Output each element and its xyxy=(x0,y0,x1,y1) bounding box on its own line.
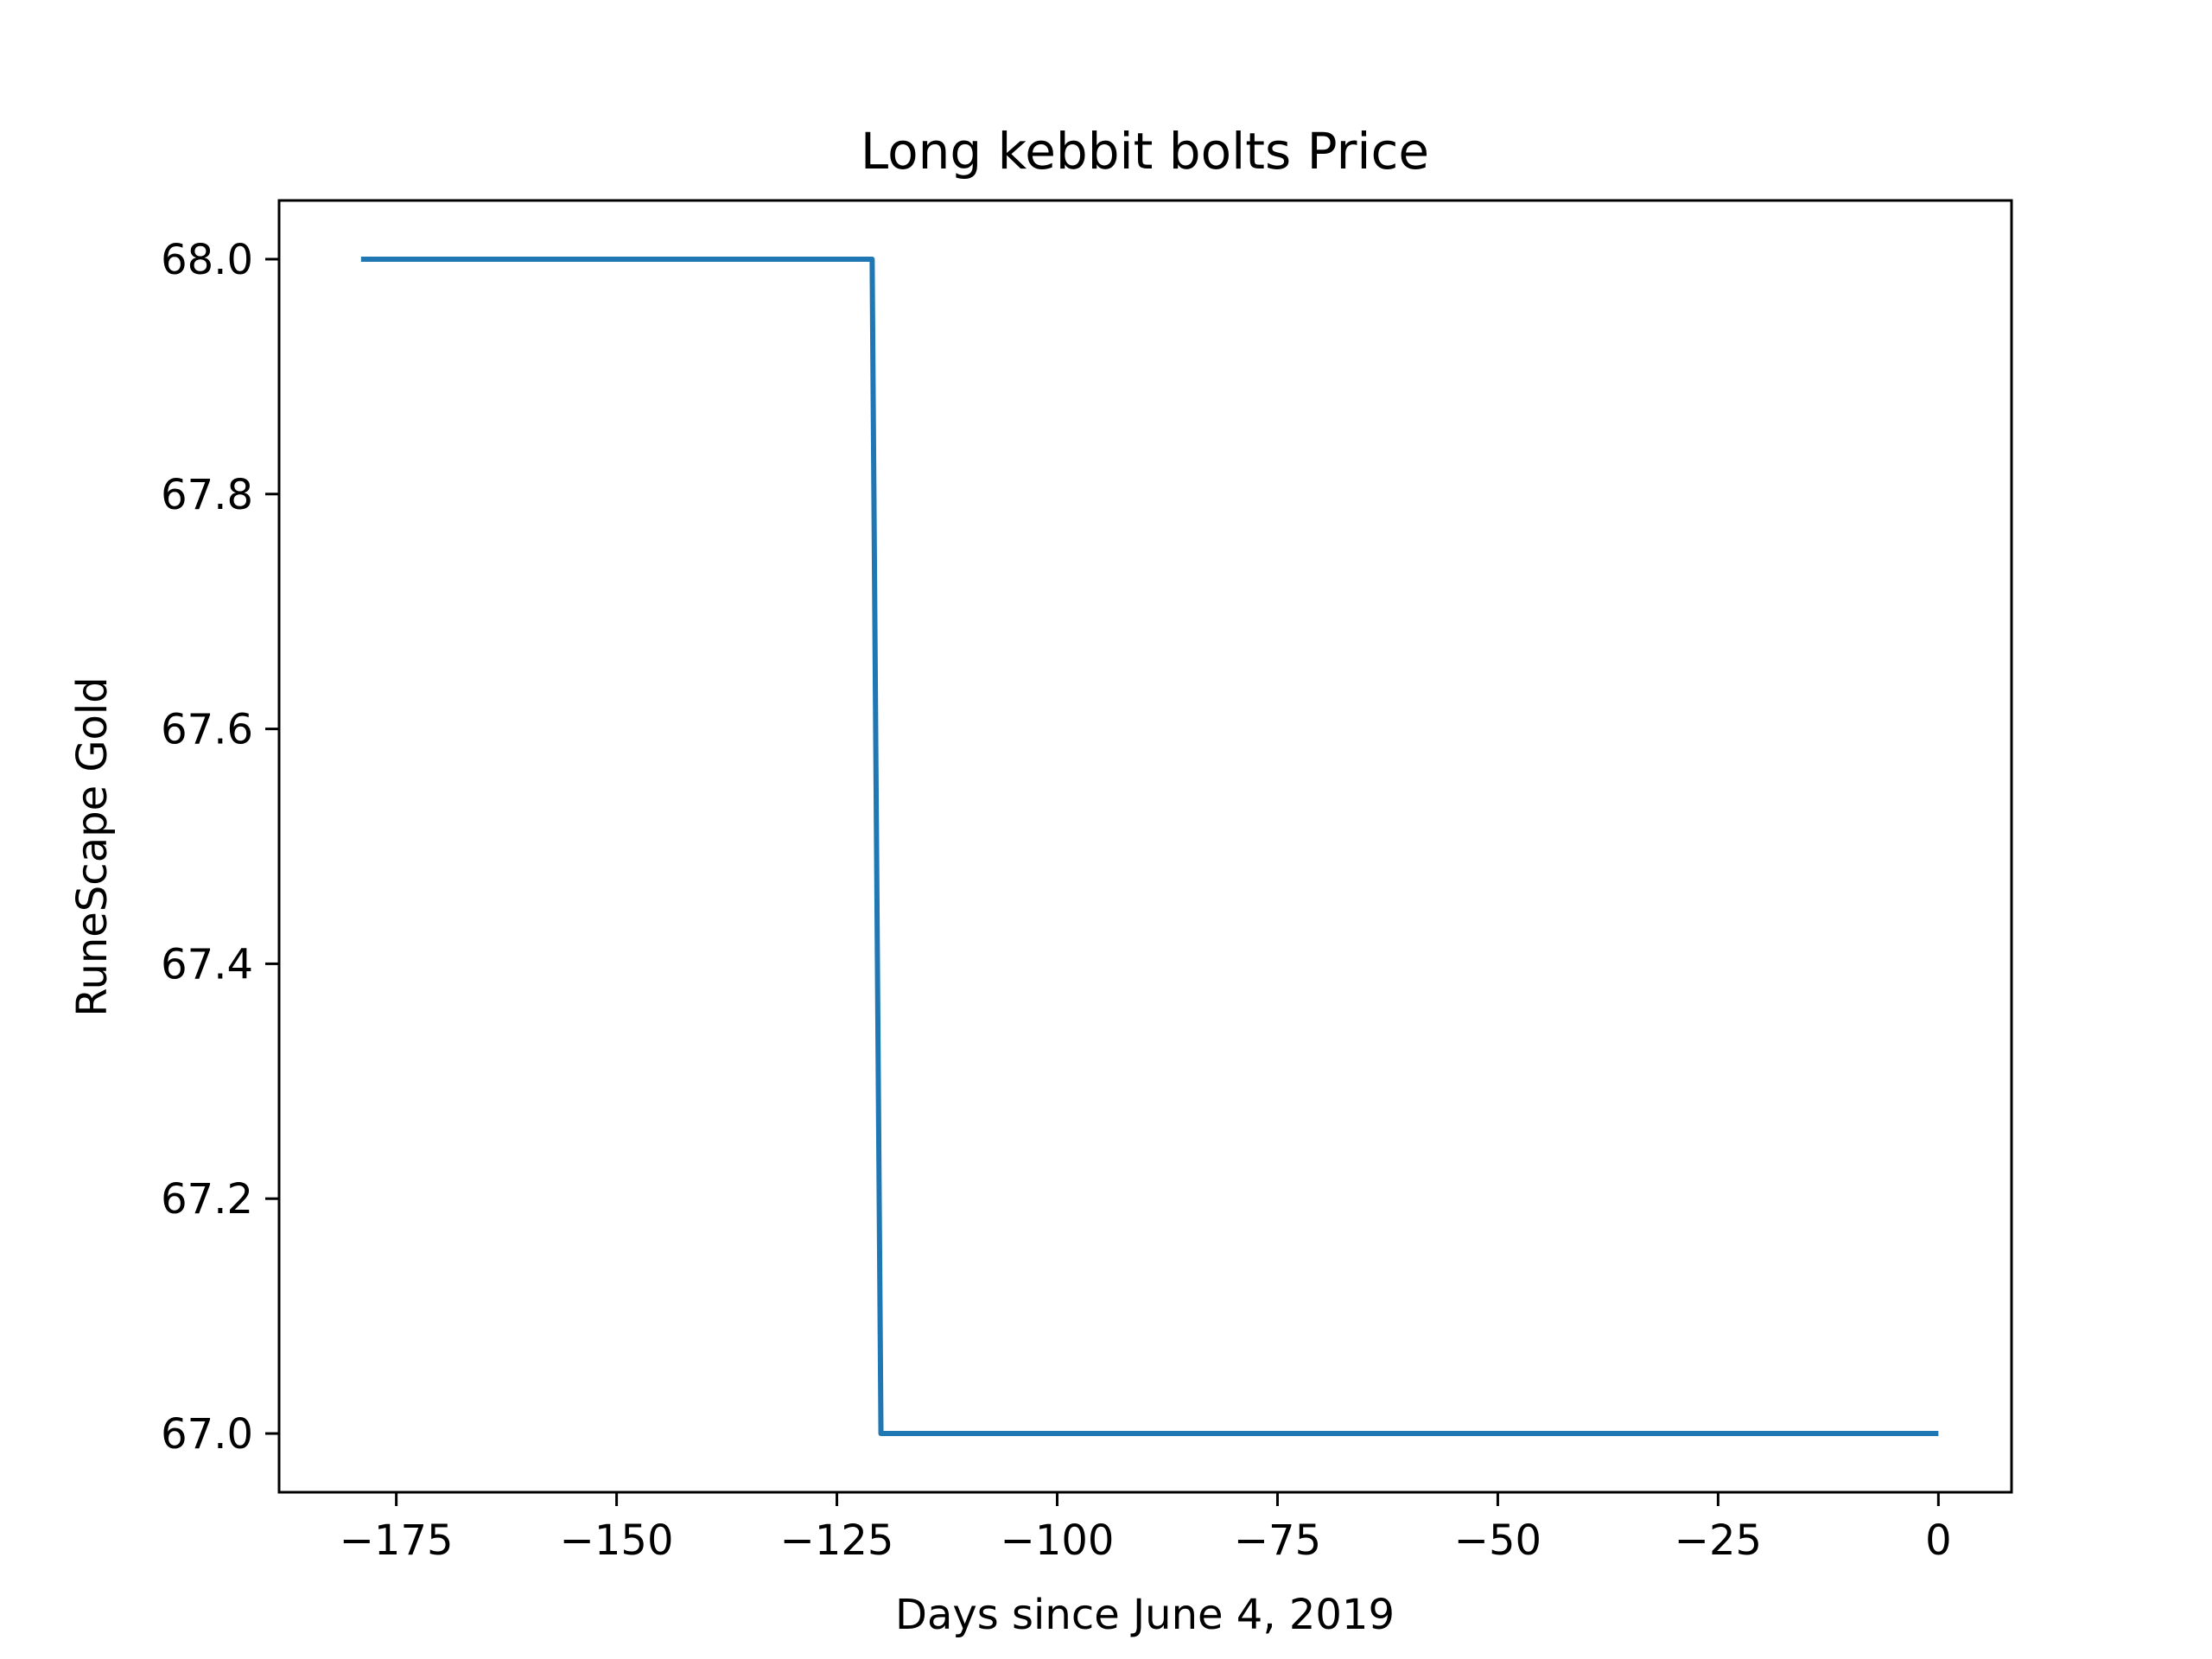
x-axis: −175 −150 −125 −100 −75 −50 −25 0 xyxy=(340,1492,1952,1565)
x-tick-label: −125 xyxy=(780,1516,894,1565)
x-tick-label: −75 xyxy=(1234,1516,1321,1565)
x-tick-label: −25 xyxy=(1675,1516,1762,1565)
plot-frame xyxy=(277,199,2013,1494)
y-tick-label: 67.4 xyxy=(161,940,253,988)
y-tick-label: 68.0 xyxy=(161,236,253,284)
series-layer xyxy=(360,256,1939,1437)
x-tick-label: 0 xyxy=(1925,1516,1952,1565)
x-tick-label: −150 xyxy=(560,1516,674,1565)
plot-area xyxy=(277,199,2013,1494)
series-line-0 xyxy=(360,256,1939,1437)
y-axis-label: RuneScape Gold xyxy=(68,677,117,1016)
y-tick-label: 67.6 xyxy=(161,706,253,754)
y-tick-label: 67.8 xyxy=(161,471,253,519)
chart-title: Long kebbit bolts Price xyxy=(861,122,1429,181)
x-tick-label: −50 xyxy=(1454,1516,1541,1565)
x-tick-label: −175 xyxy=(340,1516,454,1565)
x-axis-label: Days since June 4, 2019 xyxy=(895,1591,1395,1639)
y-tick-label: 67.2 xyxy=(161,1175,253,1224)
x-tick-label: −100 xyxy=(1001,1516,1115,1565)
y-tick-label: 67.0 xyxy=(161,1410,253,1459)
y-axis: 67.0 67.2 67.4 67.6 67.8 68.0 xyxy=(161,236,279,1459)
